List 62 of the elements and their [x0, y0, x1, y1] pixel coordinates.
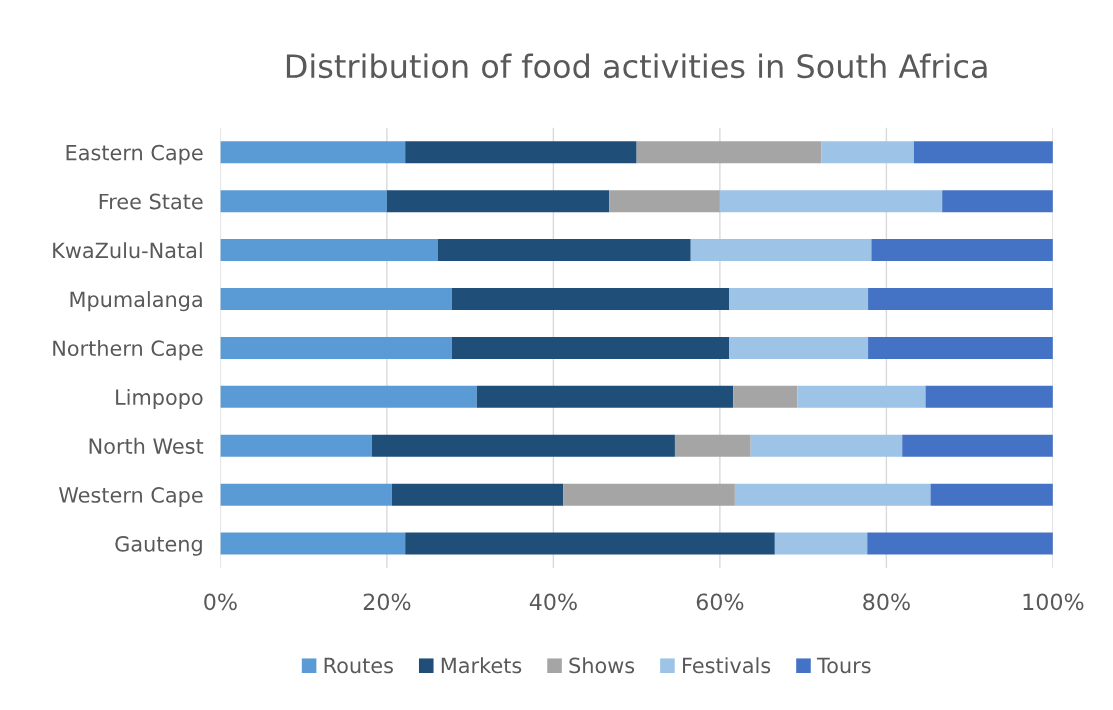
- x-tick-label: 80%: [863, 593, 910, 611]
- bar: [774, 532, 868, 555]
- bar: [913, 141, 1053, 164]
- legend-label: Festivals: [683, 657, 771, 674]
- x-tick-label: 40%: [529, 593, 577, 611]
- y-tick-label: Free State: [99, 193, 203, 210]
- bar: [220, 336, 452, 359]
- chart-title: Distribution of food activities in South Africa: [286, 53, 987, 79]
- y-tick-label: Western Cape: [58, 487, 203, 507]
- y-tick-label: North West: [89, 437, 204, 454]
- bar: [451, 287, 730, 310]
- bar: [220, 190, 387, 213]
- bar: [719, 190, 943, 213]
- bar: [220, 287, 452, 310]
- bar: [868, 287, 1053, 310]
- y-tick-label: Mpumalanga: [70, 291, 202, 312]
- bar: [734, 483, 931, 506]
- bar: [371, 434, 675, 457]
- bar: [451, 336, 730, 359]
- bar: [871, 239, 1053, 262]
- bar: [729, 336, 869, 359]
- bar: [902, 434, 1053, 457]
- legend-label: Markets: [441, 657, 522, 674]
- bar: [220, 141, 406, 164]
- bar: [750, 434, 903, 457]
- bar: [391, 483, 564, 506]
- bar: [797, 385, 926, 408]
- bar: [386, 190, 610, 213]
- bar: [405, 141, 637, 164]
- legend-label: Tours: [816, 657, 871, 674]
- y-tick-label: Limpopo: [116, 388, 203, 410]
- legend-label: Routes: [324, 657, 393, 674]
- bar: [690, 239, 872, 262]
- legend-label: Shows: [569, 657, 635, 674]
- bar: [437, 239, 691, 262]
- bar: [942, 190, 1053, 213]
- y-tick-label: Gauteng: [115, 536, 202, 556]
- y-tick-label: Eastern Cape: [66, 144, 203, 165]
- x-tick-label: 20%: [363, 593, 411, 611]
- x-tick-label: 60%: [696, 593, 744, 611]
- bar: [868, 336, 1053, 359]
- bar: [609, 190, 720, 213]
- y-tick-label: KwaZulu-Natal: [53, 242, 202, 259]
- bar: [636, 141, 822, 164]
- x-tick-label: 0%: [204, 593, 237, 611]
- bar: [220, 434, 372, 457]
- y-tick-label: Northern Cape: [53, 339, 203, 361]
- bar: [220, 483, 392, 506]
- bar: [821, 141, 914, 164]
- bar: [729, 287, 869, 310]
- bar: [220, 385, 477, 408]
- bar: [925, 385, 1053, 408]
- bar: [220, 239, 438, 262]
- bar: [674, 434, 751, 457]
- bar: [476, 385, 734, 408]
- bar: [867, 532, 1053, 555]
- bar: [733, 385, 798, 408]
- x-tick-label: 100%: [1023, 593, 1084, 611]
- bar: [563, 483, 735, 506]
- bar: [405, 532, 775, 555]
- bar: [220, 532, 406, 555]
- bar: [930, 483, 1053, 506]
